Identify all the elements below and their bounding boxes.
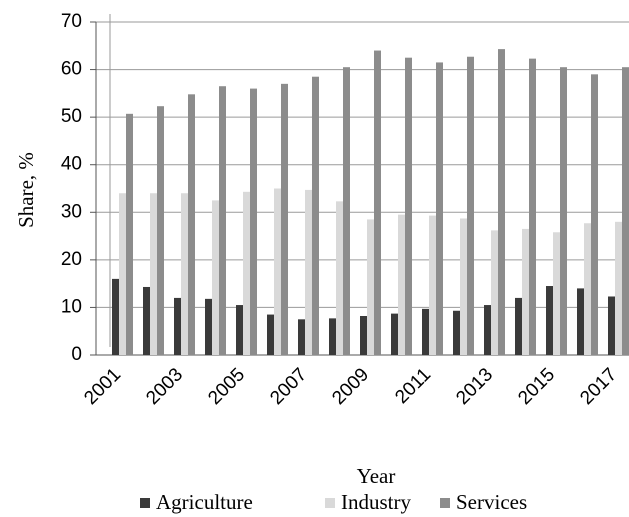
bar — [174, 297, 181, 355]
y-tick-label: 10 — [61, 296, 82, 317]
x-tick-label: 2003 — [142, 364, 187, 409]
bar — [398, 214, 405, 355]
bar — [560, 67, 567, 355]
x-tick-label: 2009 — [328, 364, 373, 409]
bar — [422, 308, 429, 355]
bar — [126, 113, 133, 355]
bar — [119, 193, 126, 355]
bar — [374, 50, 381, 356]
bar — [150, 193, 157, 355]
x-tick-label: 2013 — [452, 364, 497, 409]
bar — [250, 88, 257, 355]
bar — [281, 83, 288, 355]
legend-label: Industry — [341, 490, 411, 514]
bar — [553, 232, 560, 355]
bar — [298, 319, 305, 355]
x-tick-label: 2011 — [391, 364, 435, 408]
y-tick-label: 40 — [61, 154, 82, 175]
bar — [484, 305, 491, 355]
bar — [157, 106, 164, 355]
x-tick-label: 2017 — [576, 364, 621, 409]
bar — [546, 286, 553, 355]
bar — [274, 188, 281, 355]
bar — [529, 58, 536, 355]
bar — [391, 313, 398, 355]
bar — [367, 219, 374, 355]
bar — [181, 193, 188, 355]
bar — [143, 286, 150, 355]
legend-label: Agriculture — [156, 490, 253, 514]
bar — [436, 62, 443, 355]
y-tick-label: 70 — [61, 11, 82, 32]
bar — [608, 296, 615, 355]
y-tick-label: 30 — [61, 201, 82, 222]
bar — [584, 223, 591, 355]
bar — [515, 297, 522, 355]
bar — [460, 218, 467, 355]
bar — [219, 86, 226, 355]
bar — [329, 318, 336, 355]
bar — [467, 56, 474, 355]
bar — [522, 228, 529, 355]
y-tick-label: 60 — [61, 59, 82, 80]
bar — [267, 314, 274, 355]
bar — [236, 305, 243, 355]
legend-swatch — [325, 498, 335, 508]
bar — [491, 230, 498, 355]
bar — [577, 288, 584, 355]
bar — [453, 310, 460, 355]
x-tick-label: 2015 — [514, 364, 559, 409]
bar — [188, 94, 195, 356]
bar — [112, 278, 119, 355]
legend-swatch — [440, 498, 450, 508]
bar — [498, 49, 505, 355]
bar — [429, 215, 436, 355]
bar — [405, 57, 412, 356]
y-tick-label: 50 — [61, 106, 82, 127]
x-tick-label: 2007 — [266, 364, 311, 409]
y-axis-title: Share, % — [14, 152, 38, 228]
x-axis-title: Year — [357, 464, 396, 488]
legend-label: Services — [456, 490, 527, 514]
bar — [336, 201, 343, 355]
bar — [343, 67, 350, 355]
y-tick-label: 0 — [71, 344, 82, 365]
bar — [591, 74, 598, 355]
x-tick-label: 2001 — [80, 364, 125, 409]
legend-swatch — [140, 498, 150, 508]
bar — [243, 191, 250, 355]
bar — [312, 76, 319, 355]
x-tick-label: 2005 — [204, 364, 249, 409]
y-tick-label: 20 — [61, 249, 82, 270]
bar — [360, 315, 367, 355]
bar — [622, 67, 629, 355]
bar — [615, 221, 622, 355]
bar — [205, 298, 212, 355]
bar — [212, 200, 219, 355]
bar — [305, 189, 312, 355]
